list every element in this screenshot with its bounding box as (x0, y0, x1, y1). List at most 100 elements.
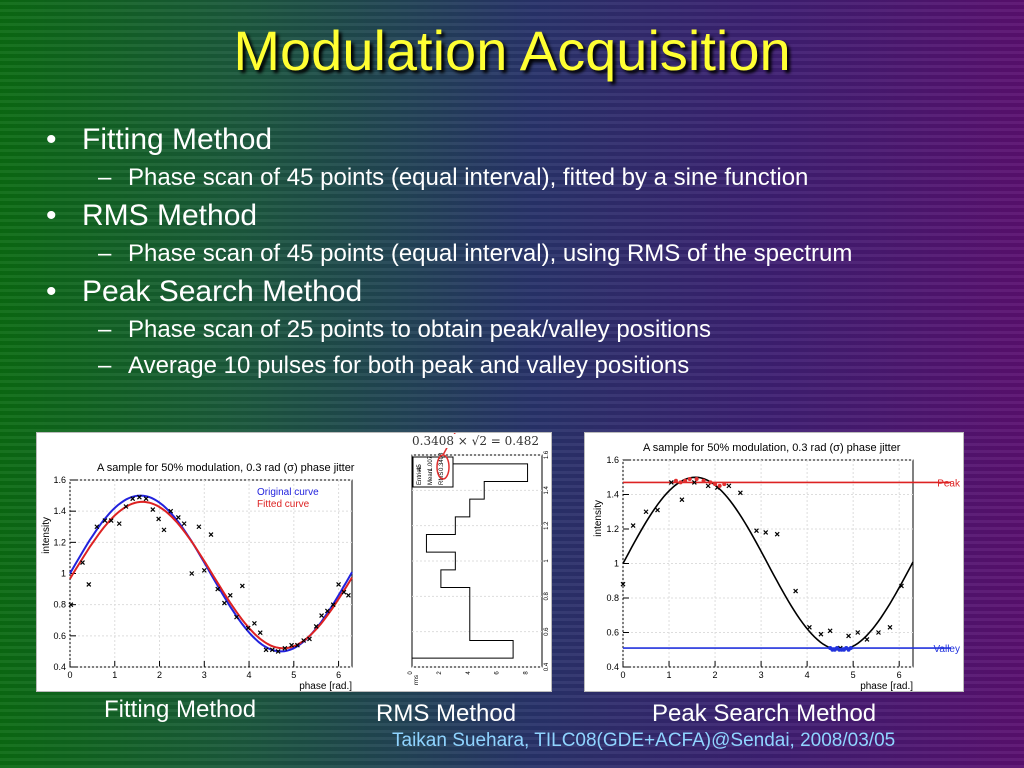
x-axis-label: phase [rad.] (860, 681, 913, 691)
data-point (341, 589, 347, 595)
rms-count-label: 6 (495, 671, 501, 675)
data-point (827, 628, 833, 634)
rms-count-label: 0 (408, 671, 414, 675)
data-point (189, 571, 195, 576)
data-point (136, 494, 142, 500)
y-tick-label: 0.6 (53, 631, 66, 641)
data-point (336, 581, 341, 587)
peak-chart-title: A sample for 50% modulation, 0.3 rad (σ)… (643, 442, 901, 454)
data-point (679, 497, 685, 503)
data-point (94, 524, 100, 530)
data-point (282, 645, 288, 651)
x-tick-label: 0 (620, 670, 625, 680)
data-point (215, 586, 221, 592)
x-tick-label: 2 (713, 670, 718, 680)
data-point (269, 647, 275, 653)
data-point (102, 518, 108, 523)
x-tick-label: 1 (112, 670, 117, 680)
rms-tick-label: 0.4 (544, 662, 550, 671)
y-axis-label: intensity (41, 517, 52, 554)
y-tick-label: 1 (61, 569, 66, 579)
peak-sample-point (687, 476, 692, 481)
fitting-panel: A sample for 50% modulation, 0.3 rad (σ)… (36, 432, 552, 692)
y-tick-label: 1.6 (53, 475, 66, 485)
x-tick-label: 3 (202, 670, 207, 680)
data-point (846, 633, 851, 639)
rms-tick-label: 1.2 (544, 521, 550, 530)
peak-sample-point (713, 482, 718, 487)
data-point (222, 600, 227, 606)
peak-sample-point (717, 483, 722, 488)
peak-sample-point (722, 482, 727, 487)
data-point (620, 581, 626, 587)
peak-search-chart: A sample for 50% modulation, 0.3 rad (σ)… (593, 442, 961, 691)
y-tick-label: 1.2 (53, 537, 66, 547)
peak-sample-point (708, 480, 713, 485)
rms-tick-label: 0.6 (544, 627, 550, 636)
valley-label: Valley (934, 644, 961, 655)
data-point (313, 624, 319, 629)
sub-bullet-peak-2: Average 10 pulses for both peak and vall… (40, 348, 852, 384)
data-point (668, 480, 674, 485)
data-point (793, 588, 799, 594)
x-tick-label: 3 (759, 670, 764, 680)
data-point (196, 524, 202, 530)
y-tick-label: 1.4 (606, 490, 619, 500)
peak-sample-point (678, 480, 683, 485)
rms-axis-label: rms (414, 675, 420, 685)
rms-count-label: 8 (524, 671, 530, 675)
data-point (130, 496, 136, 502)
x-tick-label: 6 (336, 670, 341, 680)
y-tick-label: 0.4 (53, 662, 66, 672)
data-point (161, 527, 167, 533)
data-point (643, 509, 649, 515)
peak-sample-point (701, 478, 706, 483)
data-point (763, 530, 769, 535)
rms-stats-label: Entries (417, 466, 423, 485)
data-point (774, 531, 780, 537)
fitting-chart: A sample for 50% modulation, 0.3 rad (σ)… (41, 433, 550, 691)
x-tick-label: 4 (247, 670, 252, 680)
data-point (899, 583, 904, 589)
peak-sample-point (673, 478, 678, 483)
y-tick-label: 1 (614, 559, 619, 569)
y-tick-label: 1.4 (53, 506, 66, 516)
data-point (257, 630, 263, 636)
data-point (227, 592, 233, 598)
x-tick-label: 5 (851, 670, 856, 680)
rms-tick-label: 1 (544, 559, 550, 563)
data-point (289, 642, 294, 648)
data-point (86, 581, 92, 587)
data-point (123, 504, 129, 509)
rms-stats-value: 0.3408 (439, 452, 445, 471)
legend-original: Original curve (257, 487, 319, 498)
x-tick-label: 6 (897, 670, 902, 680)
footer-credit: Taikan Suehara, TILC08(GDE+ACFA)@Sendai,… (392, 730, 896, 751)
y-tick-label: 0.6 (606, 628, 619, 638)
data-point (208, 532, 214, 537)
peak-search-panel: A sample for 50% modulation, 0.3 rad (σ)… (584, 432, 964, 692)
sub-bullet-rms: Phase scan of 45 points (equal interval)… (40, 236, 852, 272)
bullet-rms-method: RMS Method (40, 196, 852, 236)
data-point (301, 638, 307, 643)
bullet-fitting-method: Fitting Method (40, 120, 852, 160)
data-point (143, 496, 149, 502)
y-tick-label: 0.8 (53, 600, 66, 610)
rms-formula: 0.3408 × √2 = 0.482 (408, 434, 543, 448)
data-point (876, 630, 881, 635)
data-point (887, 624, 893, 630)
y-tick-label: 0.8 (606, 593, 619, 603)
sub-bullet-peak-1: Phase scan of 25 points to obtain peak/v… (40, 312, 852, 348)
data-point (116, 521, 122, 527)
data-point (754, 528, 759, 534)
rms-histogram-outline (412, 463, 529, 659)
rms-tick-label: 1.4 (544, 486, 550, 495)
data-point (330, 602, 336, 608)
rms-stats-value: 45 (417, 464, 423, 471)
data-point (150, 507, 156, 513)
bullet-list: Fitting Method Phase scan of 45 points (… (40, 120, 852, 384)
caption-fitting: Fitting Method (104, 696, 257, 723)
data-point (807, 624, 812, 630)
data-point (201, 567, 207, 573)
data-point (275, 648, 281, 654)
